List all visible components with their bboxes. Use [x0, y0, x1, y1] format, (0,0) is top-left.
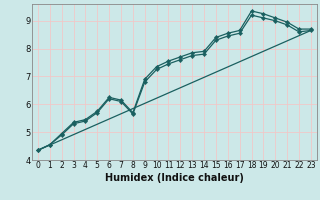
X-axis label: Humidex (Indice chaleur): Humidex (Indice chaleur)	[105, 173, 244, 183]
